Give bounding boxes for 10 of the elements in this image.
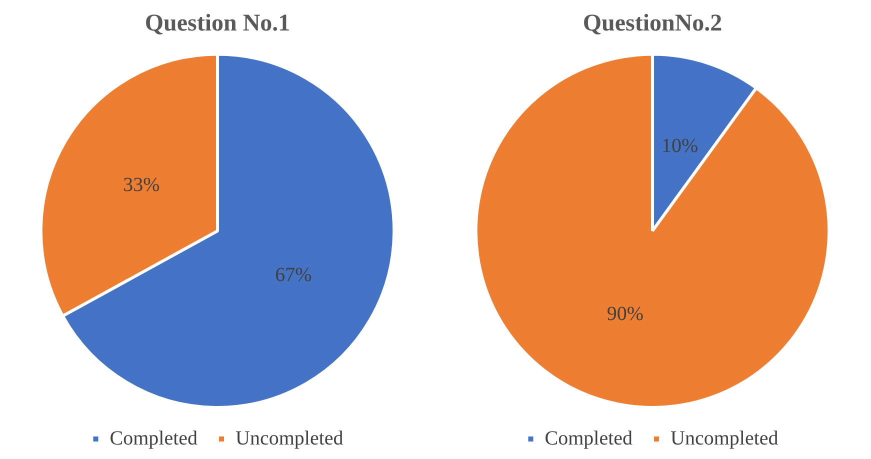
legend-label: Uncompleted — [236, 427, 344, 450]
chart-title: QuestionNo.2 — [582, 10, 722, 37]
data-label: 90% — [606, 303, 644, 326]
data-label: 67% — [275, 264, 312, 286]
legend-label: Completed — [110, 427, 198, 450]
legend-label: Completed — [544, 427, 633, 450]
legend-label: Uncompleted — [670, 427, 778, 450]
data-label: 10% — [661, 135, 698, 158]
chart-title: Question No.1 — [144, 10, 290, 37]
data-label: 33% — [123, 174, 160, 196]
